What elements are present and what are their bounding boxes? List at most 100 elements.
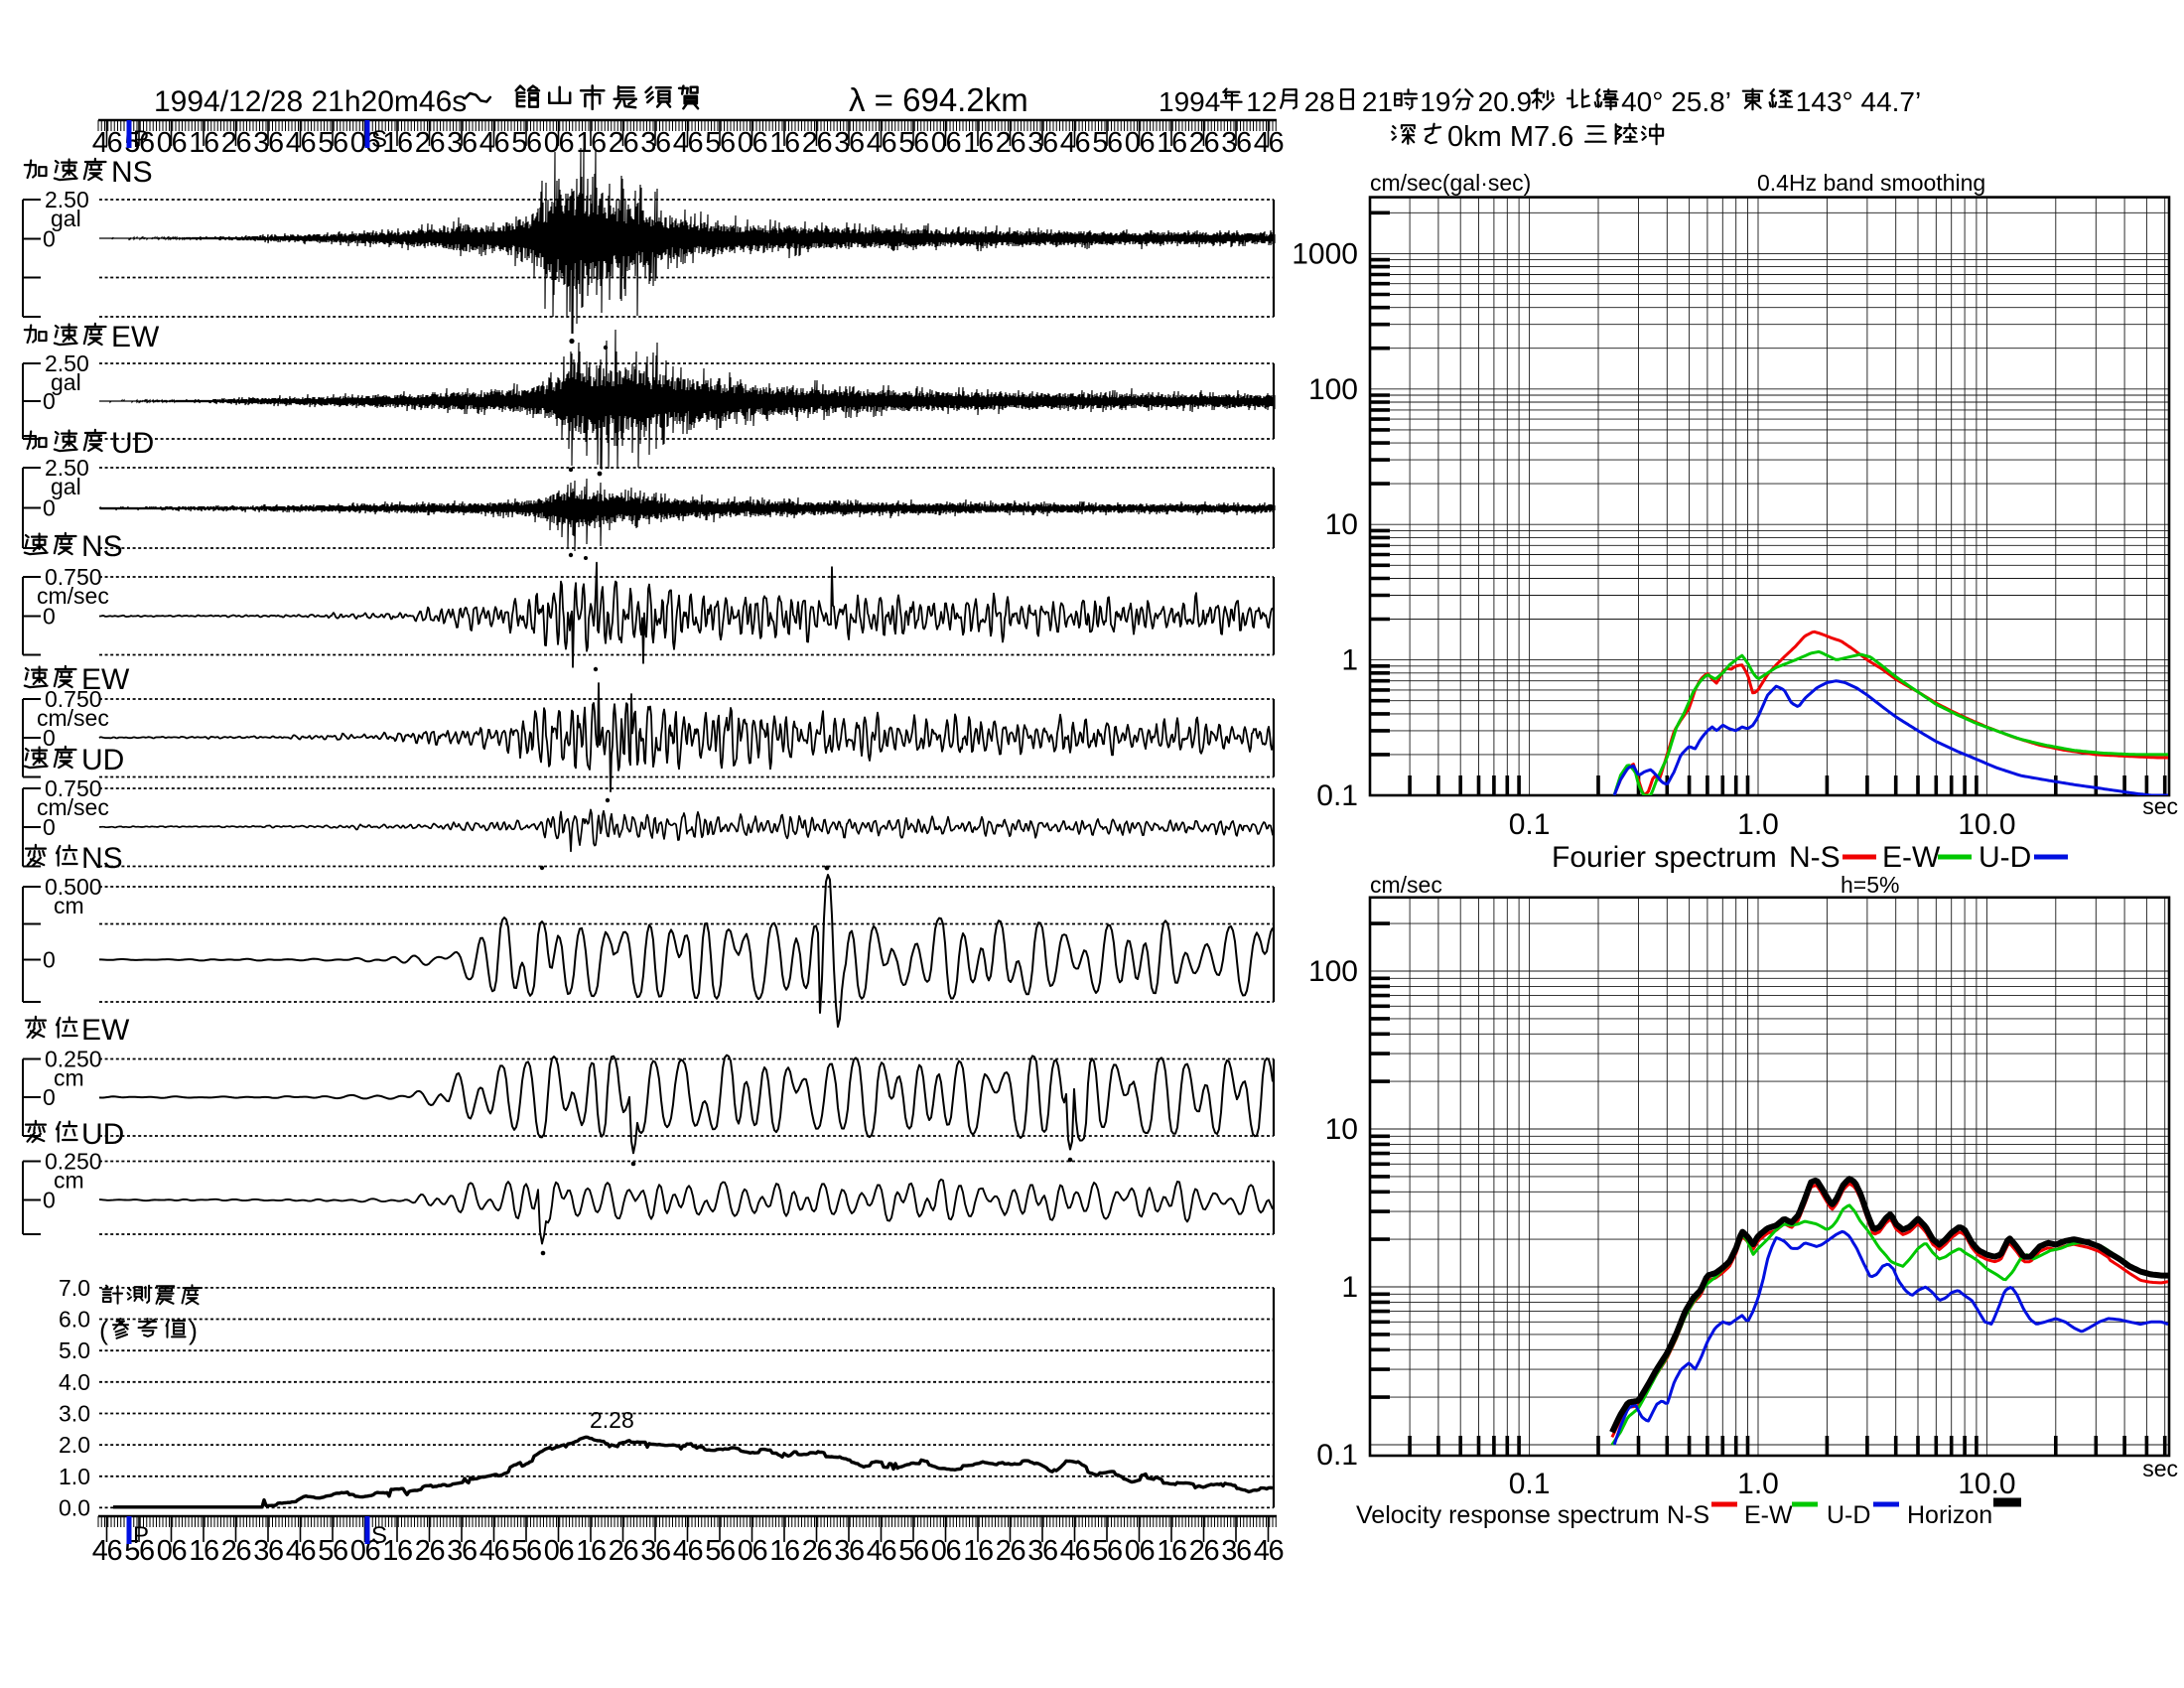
svg-text:06: 06 <box>544 127 574 159</box>
svg-text:0.750: 0.750 <box>45 686 102 712</box>
svg-text:26: 26 <box>1189 127 1219 159</box>
svg-text:46: 46 <box>286 1535 316 1567</box>
svg-text:28: 28 <box>1304 86 1335 117</box>
svg-text:46: 46 <box>867 1535 896 1567</box>
svg-text:46: 46 <box>1060 127 1090 159</box>
svg-text:46: 46 <box>673 1535 703 1567</box>
svg-text:36: 36 <box>447 1535 477 1567</box>
svg-text:26: 26 <box>609 1535 638 1567</box>
svg-text:cm/sec: cm/sec <box>37 583 109 609</box>
svg-text:1.0: 1.0 <box>1737 808 1779 841</box>
svg-text:0: 0 <box>43 604 56 630</box>
svg-text:46: 46 <box>1060 1535 1090 1567</box>
svg-text:26: 26 <box>221 1535 251 1567</box>
svg-text:26: 26 <box>996 127 1025 159</box>
svg-text:0.750: 0.750 <box>45 564 102 590</box>
svg-text:26: 26 <box>609 127 638 159</box>
svg-text:UD: UD <box>81 1118 124 1151</box>
svg-text:16: 16 <box>189 1535 218 1567</box>
svg-text:16: 16 <box>769 1535 799 1567</box>
svg-text:NS: NS <box>81 842 123 875</box>
svg-text:100: 100 <box>1308 373 1358 406</box>
svg-text:0.750: 0.750 <box>45 775 102 801</box>
svg-text:0: 0 <box>43 725 56 751</box>
svg-text:16: 16 <box>382 1535 412 1567</box>
svg-text:10: 10 <box>1325 1113 1358 1146</box>
svg-text:36: 36 <box>834 127 864 159</box>
svg-text:0.250: 0.250 <box>45 1149 102 1175</box>
svg-text:06: 06 <box>931 127 961 159</box>
svg-text:1.0: 1.0 <box>59 1464 90 1489</box>
svg-text:U-D: U-D <box>1979 841 2031 874</box>
svg-text:12: 12 <box>1246 86 1277 117</box>
svg-text:5.0: 5.0 <box>59 1337 90 1363</box>
svg-text:06: 06 <box>1125 127 1155 159</box>
svg-text:56: 56 <box>898 1535 928 1567</box>
svg-text:4.0: 4.0 <box>59 1369 90 1395</box>
svg-text:N-S: N-S <box>1667 1501 1709 1529</box>
svg-text:cm/sec: cm/sec <box>1370 872 1442 898</box>
svg-text:EW: EW <box>81 1014 130 1047</box>
svg-text:26: 26 <box>1189 1535 1219 1567</box>
svg-text:S: S <box>371 126 387 153</box>
svg-text:NS: NS <box>81 530 123 563</box>
svg-text:2.50: 2.50 <box>45 455 89 481</box>
svg-text:36: 36 <box>1221 127 1251 159</box>
svg-text:56: 56 <box>705 1535 735 1567</box>
svg-text:3.0: 3.0 <box>59 1401 90 1427</box>
svg-text:E-W: E-W <box>1882 841 1941 874</box>
svg-text:56: 56 <box>318 127 347 159</box>
svg-text:U-D: U-D <box>1827 1501 1870 1529</box>
svg-text:0.1: 0.1 <box>1316 779 1358 812</box>
svg-text:0: 0 <box>43 1188 56 1213</box>
svg-text:1994/12/28 21h20m46s: 1994/12/28 21h20m46s <box>154 85 467 118</box>
svg-text:Velocity response spectrum: Velocity response spectrum <box>1356 1501 1660 1529</box>
svg-text:EW: EW <box>111 321 160 353</box>
svg-text:46: 46 <box>286 127 316 159</box>
svg-text:cm/sec(gal·sec): cm/sec(gal·sec) <box>1370 170 1531 196</box>
svg-text:6.0: 6.0 <box>59 1307 90 1333</box>
svg-text:46: 46 <box>867 127 896 159</box>
svg-text:16: 16 <box>576 1535 606 1567</box>
svg-text:1994: 1994 <box>1159 86 1220 117</box>
svg-text:7.0: 7.0 <box>59 1275 90 1301</box>
svg-text:h=5%: h=5% <box>1841 872 1899 898</box>
svg-text:20.9: 20.9 <box>1478 86 1533 117</box>
svg-text:0km M7.6: 0km M7.6 <box>1447 121 1573 153</box>
svg-text:36: 36 <box>640 1535 670 1567</box>
svg-text:(: ( <box>99 1316 108 1345</box>
svg-text:0: 0 <box>43 947 56 973</box>
svg-text:56: 56 <box>511 127 541 159</box>
svg-text:1.0: 1.0 <box>1737 1468 1779 1500</box>
svg-text:36: 36 <box>834 1535 864 1567</box>
svg-text:sec: sec <box>2142 793 2178 819</box>
svg-text:21: 21 <box>1362 86 1393 117</box>
svg-text:0.1: 0.1 <box>1316 1439 1358 1472</box>
svg-text:gal: gal <box>51 369 81 395</box>
svg-text:36: 36 <box>640 127 670 159</box>
svg-text:100: 100 <box>1308 955 1358 988</box>
svg-text:2.50: 2.50 <box>45 351 89 376</box>
svg-text:0: 0 <box>43 388 56 414</box>
svg-text:UD: UD <box>111 427 154 460</box>
svg-text:0.0: 0.0 <box>59 1494 90 1520</box>
svg-text:36: 36 <box>253 1535 283 1567</box>
svg-text:56: 56 <box>1092 127 1122 159</box>
svg-text:cm/sec: cm/sec <box>37 705 109 731</box>
svg-text:46: 46 <box>1254 1535 1284 1567</box>
svg-text:16: 16 <box>1157 1535 1186 1567</box>
svg-text:56: 56 <box>705 127 735 159</box>
svg-text:26: 26 <box>415 127 445 159</box>
svg-text:P: P <box>133 1522 149 1549</box>
svg-text:Fourier spectrum: Fourier spectrum <box>1552 841 1777 874</box>
svg-text:2.0: 2.0 <box>59 1432 90 1458</box>
svg-text:gal: gal <box>51 206 81 231</box>
svg-text:2.50: 2.50 <box>45 187 89 212</box>
svg-text:56: 56 <box>898 127 928 159</box>
svg-text:16: 16 <box>1157 127 1186 159</box>
svg-text:46: 46 <box>92 1535 122 1567</box>
svg-text:Horizon: Horizon <box>1907 1501 1992 1529</box>
svg-text:26: 26 <box>802 127 832 159</box>
svg-text:26: 26 <box>802 1535 832 1567</box>
svg-text:26: 26 <box>221 127 251 159</box>
